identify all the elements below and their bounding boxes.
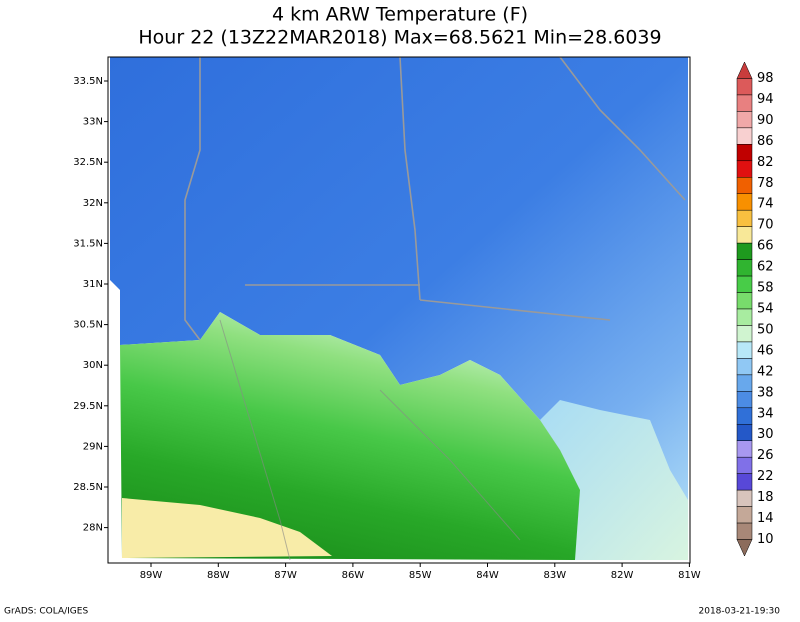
colorbar-box — [736, 473, 753, 491]
subtitle: Hour 22 (13Z22MAR2018) Max=68.5621 Min=2… — [138, 27, 661, 49]
colorbar-box — [736, 78, 753, 96]
lat-label: 30N — [83, 360, 103, 371]
colorbar-box — [736, 127, 753, 145]
colorbar-box — [736, 440, 753, 458]
lon-label: 86W — [342, 570, 365, 581]
colorbar-cap — [736, 539, 753, 557]
lat-label: 29.5N — [73, 401, 103, 412]
lon-label: 87W — [274, 570, 297, 581]
colorbar-box — [736, 308, 753, 326]
colorbar-box — [736, 94, 753, 112]
colorbar-box — [736, 407, 753, 425]
lat-label: 31N — [83, 279, 103, 290]
lon-label: 89W — [140, 570, 163, 581]
colorbar-label: 74 — [757, 197, 774, 212]
lat-label: 33N — [83, 117, 103, 128]
colorbar-box — [736, 259, 753, 277]
colorbar-label: 34 — [757, 406, 774, 421]
footer-left: GrADS: COLA/IGES — [4, 607, 88, 617]
lat-label: 33.5N — [73, 76, 103, 87]
colorbar-box — [736, 506, 753, 524]
colorbar-label: 58 — [757, 281, 774, 296]
colorbar-box — [736, 424, 753, 441]
warm-field — [122, 498, 332, 558]
colorbar-box — [736, 391, 753, 409]
colorbar-label: 70 — [757, 218, 774, 233]
lat-label: 28N — [83, 523, 103, 534]
colorbar-label: 82 — [757, 155, 774, 170]
colorbar-box — [736, 275, 753, 293]
footer-right: 2018-03-21-19:30 — [699, 607, 781, 617]
lat-label: 30.5N — [73, 320, 103, 331]
title: 4 km ARW Temperature (F) — [272, 4, 528, 26]
lat-label: 32.5N — [73, 157, 103, 168]
colorbar-label: 14 — [757, 511, 774, 526]
colorbar: 98 94 90 86 82 78 74 70 66 62 58 54 50 46 42 38 34 30 26 22… — [736, 61, 774, 557]
land-field — [110, 57, 688, 560]
lon-label: 84W — [476, 570, 499, 581]
colorbar-label: 30 — [757, 427, 774, 442]
colorbar-label: 86 — [757, 134, 774, 149]
grid-line-87 — [219, 319, 291, 561]
colorbar-label: 62 — [757, 260, 774, 275]
colorbar-box — [736, 522, 753, 540]
lat-label: 29N — [83, 441, 103, 452]
colorbar-box — [736, 209, 753, 227]
axis-labels: 33.5N 33N 32.5N 32N 31.5N 31N 30.5N 30N 29.5N 29N… — [73, 76, 701, 581]
colorbar-cap — [736, 61, 753, 79]
colorbar-label: 78 — [757, 176, 774, 191]
colorbar-label: 38 — [757, 385, 774, 400]
colorbar-label: 10 — [757, 532, 774, 547]
colorbar-label: 66 — [757, 239, 774, 254]
lat-label: 31.5N — [73, 238, 103, 249]
colorbar-label: 22 — [757, 469, 774, 484]
colorbar-box — [736, 292, 753, 310]
colorbar-box — [736, 341, 753, 359]
colorbar-box — [736, 177, 753, 194]
colorbar-label: 94 — [757, 92, 774, 107]
colorbar-label: 42 — [757, 364, 774, 379]
colorbar-label: 54 — [757, 302, 774, 317]
colorbar-box — [736, 456, 753, 474]
border-ga-fl — [419, 299, 611, 321]
colorbar-box — [736, 226, 753, 244]
colorbar-box — [736, 489, 753, 507]
border-ms-al — [184, 57, 201, 341]
lat-label: 32N — [83, 198, 103, 209]
lon-label: 81W — [678, 570, 701, 581]
lon-label: 82W — [611, 570, 634, 581]
colorbar-box — [736, 160, 753, 178]
lon-label: 88W — [207, 570, 230, 581]
colorbar-label: 98 — [757, 71, 774, 86]
colorbar-label: 90 — [757, 113, 774, 128]
border-al-ga — [399, 56, 421, 301]
gulf-field — [120, 312, 580, 560]
colorbar-label: 50 — [757, 322, 774, 337]
lon-label: 83W — [543, 570, 566, 581]
florida-field — [540, 400, 688, 560]
colorbar-label: 46 — [757, 343, 774, 358]
colorbar-label: 18 — [757, 490, 774, 505]
colorbar-box — [736, 358, 753, 376]
lat-lon-grid — [219, 319, 521, 561]
border-ga-sc — [559, 56, 686, 201]
map-frame — [107, 56, 691, 564]
grid-line-85 — [379, 389, 521, 541]
lon-label: 85W — [409, 570, 432, 581]
colorbar-label: 26 — [757, 448, 774, 463]
colorbar-box — [736, 325, 753, 343]
colorbar-box — [736, 144, 753, 162]
colorbar-box — [736, 242, 753, 260]
lat-label: 28.5N — [73, 482, 103, 493]
state-borders — [184, 56, 686, 341]
colorbar-box — [736, 111, 753, 129]
colorbar-box — [736, 193, 753, 211]
map-area — [107, 56, 691, 564]
colorbar-box — [736, 374, 753, 392]
